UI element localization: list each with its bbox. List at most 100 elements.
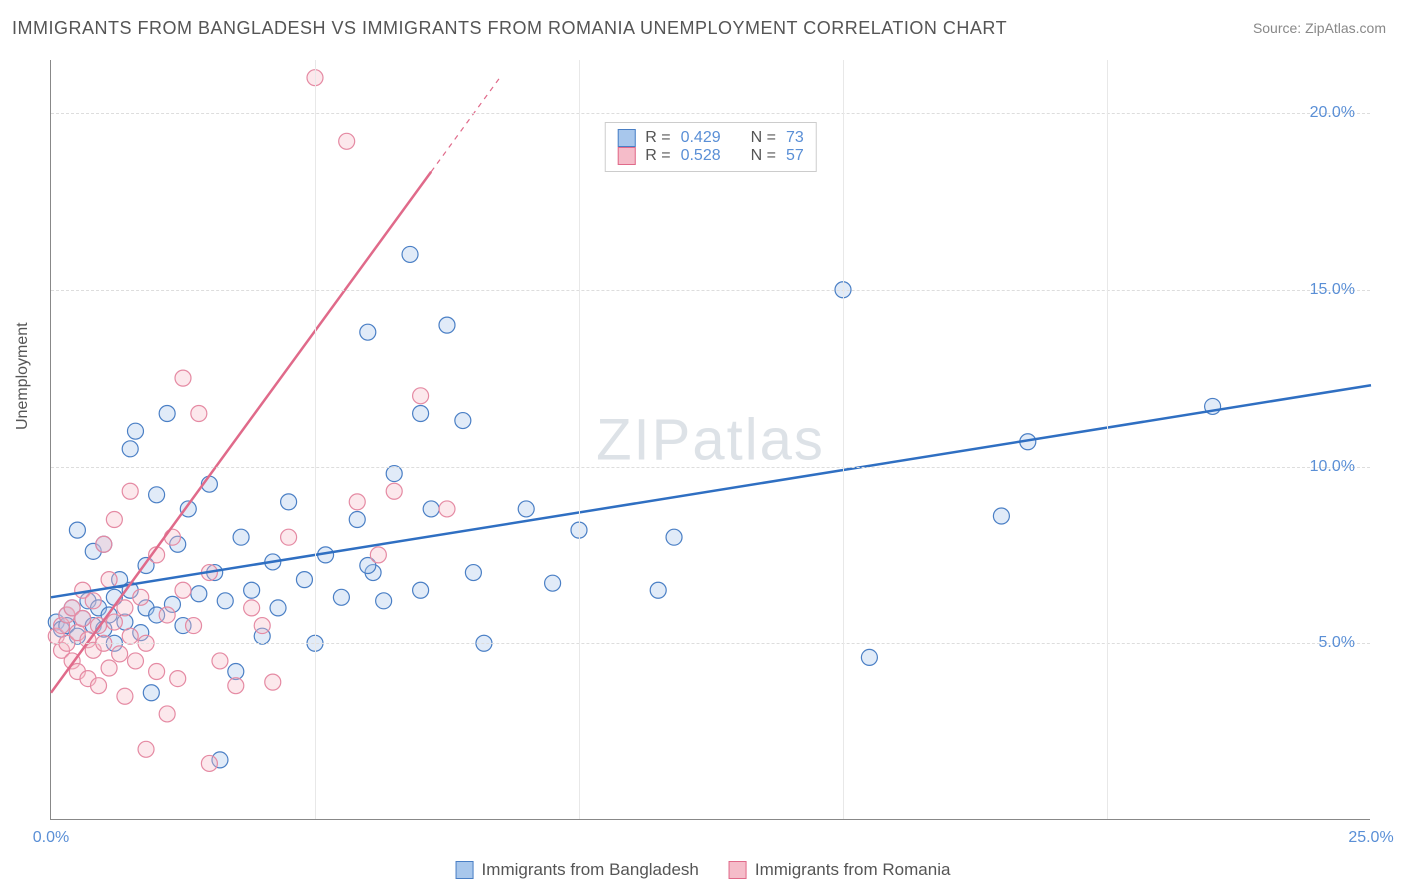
scatter-point <box>201 755 217 771</box>
scatter-point <box>159 405 175 421</box>
scatter-point <box>386 466 402 482</box>
scatter-point <box>423 501 439 517</box>
scatter-point <box>360 324 376 340</box>
scatter-point <box>339 133 355 149</box>
scatter-point <box>69 522 85 538</box>
chart-title: IMMIGRANTS FROM BANGLADESH VS IMMIGRANTS… <box>12 18 1007 39</box>
scatter-point <box>138 741 154 757</box>
stats-legend-row: R = 0.528 N = 57 <box>617 147 804 165</box>
scatter-point <box>122 441 138 457</box>
r-value: 0.429 <box>681 129 721 147</box>
gridline-v <box>843 60 844 819</box>
scatter-point <box>386 483 402 499</box>
gridline-h <box>51 643 1370 644</box>
r-label: R = <box>645 129 670 147</box>
r-value: 0.528 <box>681 147 721 165</box>
n-label: N = <box>751 129 776 147</box>
scatter-point <box>270 600 286 616</box>
scatter-point <box>117 688 133 704</box>
scatter-point <box>159 607 175 623</box>
scatter-point <box>149 664 165 680</box>
scatter-point <box>122 628 138 644</box>
source-label: Source: ZipAtlas.com <box>1253 20 1386 36</box>
scatter-point <box>101 660 117 676</box>
scatter-point <box>101 572 117 588</box>
y-axis-label: Unemployment <box>14 322 32 430</box>
scatter-point <box>117 600 133 616</box>
scatter-point <box>666 529 682 545</box>
trendline-dashed <box>431 78 500 172</box>
scatter-point <box>439 501 455 517</box>
scatter-point <box>333 589 349 605</box>
scatter-point <box>861 649 877 665</box>
scatter-point <box>993 508 1009 524</box>
n-label: N = <box>751 147 776 165</box>
scatter-point <box>518 501 534 517</box>
scatter-point <box>175 582 191 598</box>
scatter-point <box>402 246 418 262</box>
scatter-point <box>122 483 138 499</box>
n-value: 73 <box>786 129 804 147</box>
scatter-point <box>212 653 228 669</box>
r-label: R = <box>645 147 670 165</box>
trendline <box>51 172 431 693</box>
scatter-point <box>465 565 481 581</box>
gridline-v <box>315 60 316 819</box>
legend-item: Immigrants from Bangladesh <box>456 860 699 880</box>
legend-label: Immigrants from Bangladesh <box>482 860 699 880</box>
chart-svg <box>51 60 1370 819</box>
plot-area: ZIPatlas R =0.429N =73R =0.528N =57 5.0%… <box>50 60 1370 820</box>
scatter-point <box>217 593 233 609</box>
x-tick-label: 0.0% <box>33 829 69 847</box>
scatter-point <box>349 494 365 510</box>
scatter-point <box>170 671 186 687</box>
scatter-point <box>175 370 191 386</box>
scatter-point <box>545 575 561 591</box>
trendline <box>51 385 1371 597</box>
scatter-point <box>85 593 101 609</box>
scatter-point <box>143 685 159 701</box>
n-value: 57 <box>786 147 804 165</box>
scatter-point <box>413 582 429 598</box>
scatter-point <box>244 600 260 616</box>
scatter-point <box>228 678 244 694</box>
scatter-point <box>650 582 666 598</box>
scatter-point <box>296 572 312 588</box>
scatter-point <box>376 593 392 609</box>
legend-label: Immigrants from Romania <box>755 860 951 880</box>
scatter-point <box>370 547 386 563</box>
gridline-h <box>51 113 1370 114</box>
scatter-point <box>191 586 207 602</box>
scatter-point <box>254 618 270 634</box>
scatter-point <box>413 388 429 404</box>
scatter-point <box>265 674 281 690</box>
scatter-point <box>159 706 175 722</box>
scatter-point <box>106 614 122 630</box>
legend-swatch <box>617 147 635 165</box>
scatter-point <box>106 512 122 528</box>
scatter-point <box>75 611 91 627</box>
scatter-point <box>191 405 207 421</box>
y-tick-label: 10.0% <box>1310 458 1355 476</box>
scatter-point <box>91 678 107 694</box>
scatter-point <box>455 413 471 429</box>
gridline-v <box>579 60 580 819</box>
scatter-point <box>149 487 165 503</box>
scatter-point <box>127 423 143 439</box>
x-tick-label: 25.0% <box>1348 829 1393 847</box>
y-tick-label: 5.0% <box>1319 634 1355 652</box>
gridline-v <box>1107 60 1108 819</box>
scatter-point <box>112 646 128 662</box>
gridline-h <box>51 467 1370 468</box>
scatter-point <box>127 653 143 669</box>
scatter-point <box>164 529 180 545</box>
legend-swatch <box>617 129 635 147</box>
scatter-point <box>281 529 297 545</box>
legend-swatch <box>456 861 474 879</box>
stats-legend-row: R = 0.429 N = 73 <box>617 129 804 147</box>
scatter-point <box>186 618 202 634</box>
scatter-point <box>233 529 249 545</box>
scatter-point <box>281 494 297 510</box>
scatter-point <box>244 582 260 598</box>
legend-item: Immigrants from Romania <box>729 860 951 880</box>
